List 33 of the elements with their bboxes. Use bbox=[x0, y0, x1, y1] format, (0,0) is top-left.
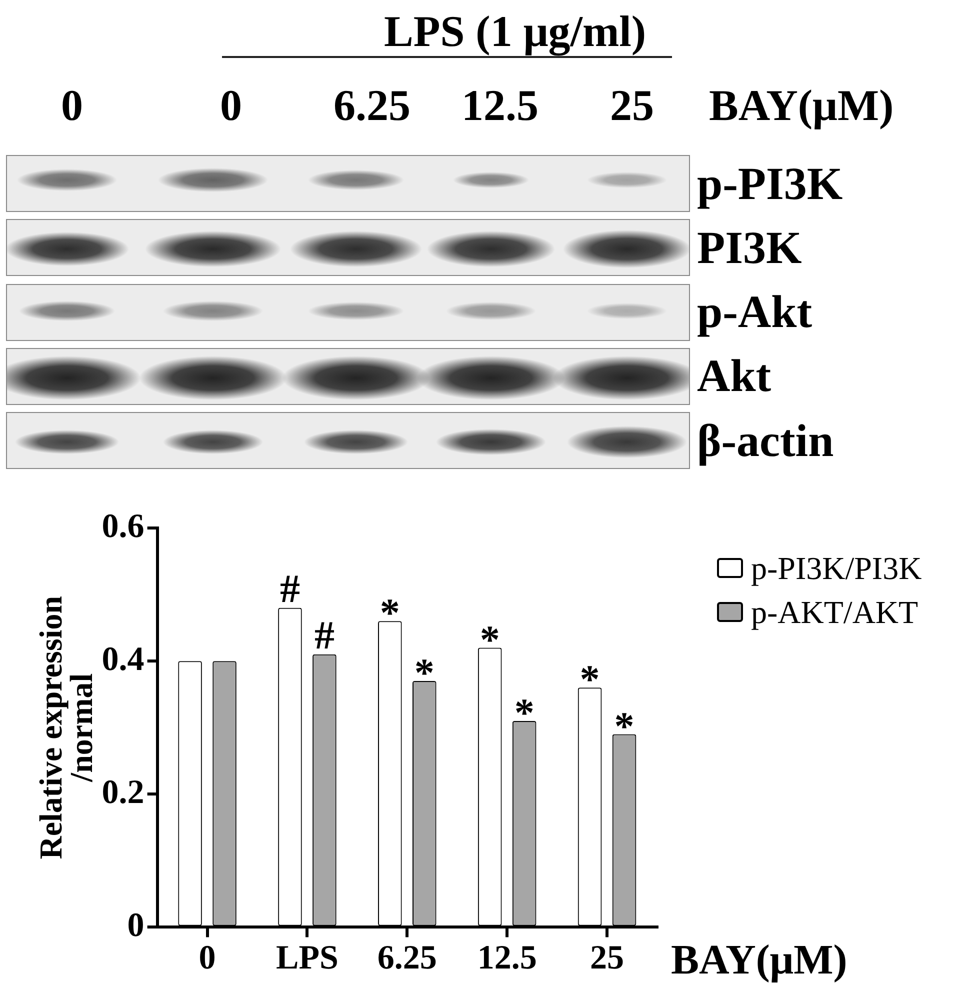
legend-label: p-AKT/AKT bbox=[751, 594, 918, 630]
y-tick-label: 0 bbox=[127, 906, 144, 944]
text: LPS (1 μg/ml) bbox=[384, 7, 646, 56]
annotation: * bbox=[514, 690, 534, 735]
text: PI3K bbox=[697, 222, 802, 273]
x-tick-label: 25 bbox=[590, 939, 624, 976]
text: β-actin bbox=[697, 414, 834, 466]
text: BAY(μM) bbox=[709, 81, 894, 130]
annotation: # bbox=[314, 612, 334, 658]
annotation: * bbox=[580, 656, 600, 702]
text: 25 bbox=[610, 81, 654, 130]
text: p-PI3K/PI3K bbox=[751, 550, 922, 586]
text: 6.25 bbox=[334, 81, 410, 130]
x-tick-label: LPS bbox=[276, 939, 338, 976]
annotation: * bbox=[414, 650, 434, 696]
text: 0 bbox=[220, 81, 242, 130]
y-tick-label: 0.6 bbox=[102, 508, 144, 545]
text: 0 bbox=[61, 81, 83, 130]
annotation: * bbox=[380, 590, 400, 636]
x-tick-label: 0 bbox=[198, 939, 216, 976]
x-axis-title: BAY(μM) bbox=[671, 937, 848, 984]
x-tick-label: 6.25 bbox=[377, 939, 437, 976]
x-tick-label: 12.5 bbox=[477, 939, 537, 976]
y-tick-label: 0.4 bbox=[102, 640, 144, 678]
text: 12.5 bbox=[462, 81, 538, 130]
y-tick-label: 0.2 bbox=[102, 774, 144, 811]
annotation: # bbox=[280, 566, 300, 611]
y-axis-title: Relative expression /normal bbox=[32, 596, 99, 860]
annotation: * bbox=[614, 703, 634, 748]
text: p-Akt bbox=[697, 286, 812, 338]
text: Akt bbox=[697, 350, 772, 402]
text: p-PI3K bbox=[697, 158, 843, 208]
annotation: * bbox=[480, 616, 500, 662]
